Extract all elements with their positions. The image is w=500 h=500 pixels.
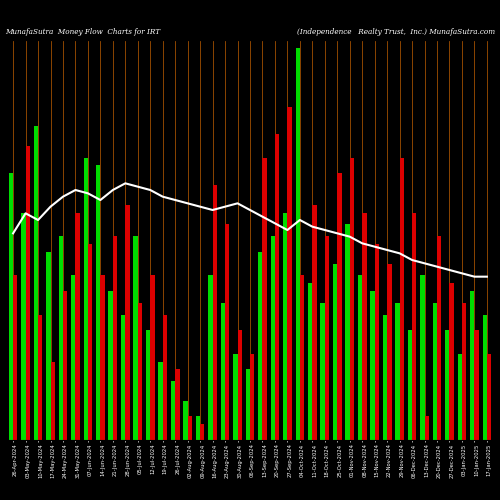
Bar [108,291,113,440]
Bar [188,416,192,440]
Bar [312,204,316,440]
Bar [358,276,362,440]
Bar [171,381,175,440]
Bar [487,354,492,440]
Bar [288,106,292,440]
Text: (Independence   Realty Trust,  Inc.) MunafaSutra.com: (Independence Realty Trust, Inc.) Munafa… [297,28,495,36]
Bar [346,224,350,440]
Bar [350,158,354,440]
Bar [458,354,462,440]
Bar [462,302,466,440]
Bar [150,276,154,440]
Bar [412,212,416,440]
Bar [400,158,404,440]
Bar [225,224,230,440]
Bar [370,291,374,440]
Bar [233,354,237,440]
Bar [258,252,262,440]
Bar [262,158,267,440]
Bar [184,401,188,440]
Bar [158,362,162,440]
Text: MunafaSutra  Money Flow  Charts for IRT: MunafaSutra Money Flow Charts for IRT [5,28,160,36]
Bar [420,276,424,440]
Bar [362,212,366,440]
Bar [424,416,429,440]
Bar [445,330,450,440]
Bar [432,302,437,440]
Bar [50,362,55,440]
Bar [238,330,242,440]
Bar [26,146,30,440]
Bar [296,48,300,440]
Bar [283,212,288,440]
Bar [146,330,150,440]
Bar [71,276,76,440]
Bar [437,236,442,440]
Bar [212,185,217,440]
Bar [300,276,304,440]
Bar [200,424,204,440]
Bar [162,314,167,440]
Bar [374,244,379,440]
Bar [450,283,454,440]
Bar [333,264,338,440]
Bar [250,354,254,440]
Bar [34,126,38,440]
Bar [121,314,126,440]
Bar [126,204,130,440]
Bar [470,291,474,440]
Bar [246,370,250,440]
Bar [88,244,92,440]
Bar [8,174,13,440]
Bar [46,252,50,440]
Bar [387,264,392,440]
Bar [38,314,42,440]
Bar [76,212,80,440]
Bar [196,416,200,440]
Bar [138,302,142,440]
Bar [482,314,487,440]
Bar [408,330,412,440]
Bar [396,302,400,440]
Bar [63,291,68,440]
Bar [270,236,275,440]
Bar [320,302,325,440]
Bar [84,158,88,440]
Bar [275,134,280,440]
Bar [113,236,117,440]
Bar [308,283,312,440]
Bar [208,276,212,440]
Bar [58,236,63,440]
Bar [13,276,18,440]
Bar [220,302,225,440]
Bar [474,330,479,440]
Bar [134,236,138,440]
Bar [325,236,329,440]
Bar [383,314,387,440]
Bar [96,166,100,440]
Bar [175,370,180,440]
Bar [21,212,25,440]
Bar [338,174,342,440]
Bar [100,276,104,440]
